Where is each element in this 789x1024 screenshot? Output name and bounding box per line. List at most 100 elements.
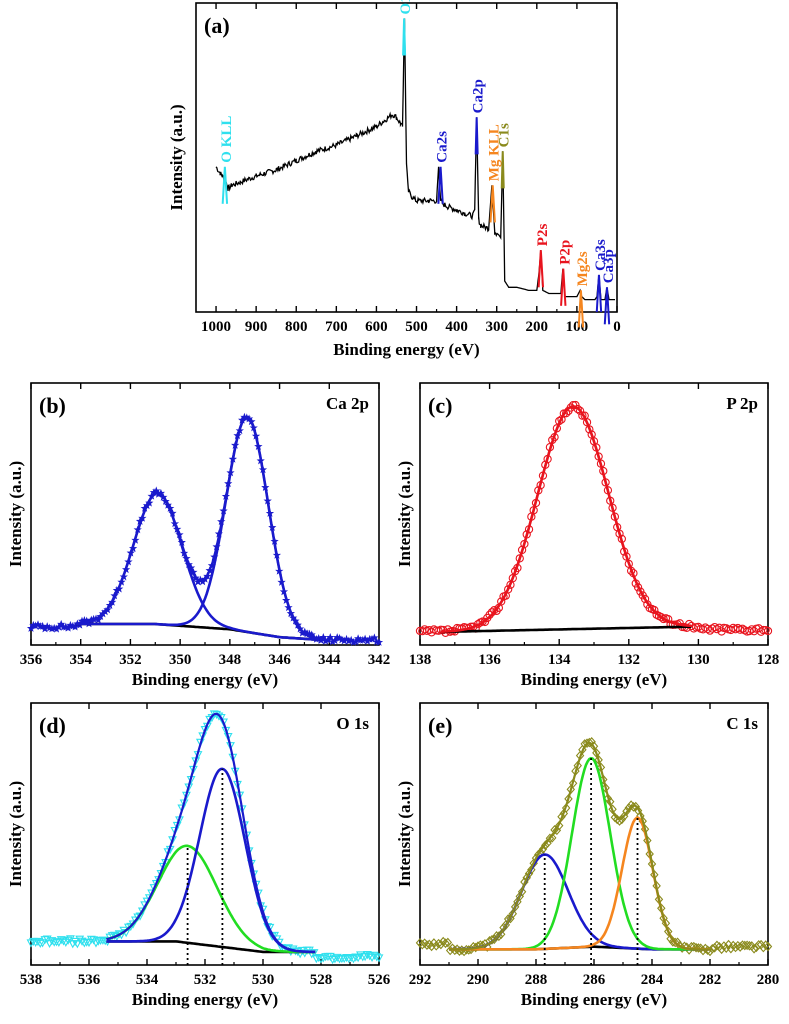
peak-label: P2p	[557, 240, 573, 265]
data-point	[745, 940, 754, 951]
panel-label: (a)	[204, 13, 230, 38]
peak-line-p2p	[560, 268, 567, 306]
data-point	[573, 760, 582, 771]
x-tick-label: 700	[325, 319, 348, 335]
panel-d: 538 536 534 532 530 528 526 Binding energy (eV)…	[6, 702, 391, 1009]
data-point	[592, 748, 601, 758]
x-tick-label: 136	[478, 652, 501, 668]
x-tick-label: 600	[365, 319, 388, 335]
data-point	[314, 953, 324, 963]
x-tick-label: 1000	[201, 319, 231, 335]
peak-line-c1s	[500, 151, 505, 189]
x-axis-label: Binding energy (eV)	[521, 670, 667, 689]
x-tick-label: 344	[318, 652, 341, 668]
fit-envelope	[449, 741, 710, 951]
x-axis-label: Binding energy (eV)	[333, 340, 479, 359]
peak-line-p2s	[537, 250, 545, 288]
data-point	[524, 868, 534, 879]
x-tick-label: 128	[757, 652, 780, 668]
peak-label: Ca2s	[435, 131, 451, 163]
data-point	[326, 633, 335, 641]
component-peak-2	[449, 756, 710, 951]
data-point	[195, 738, 205, 747]
data-point	[527, 864, 536, 875]
data-point	[508, 908, 518, 919]
x-tick-label: 534	[136, 972, 159, 988]
fit-envelope	[440, 405, 692, 633]
panel-label: (b)	[39, 393, 66, 418]
data-point	[756, 939, 766, 950]
x-axis-label: Binding energy (eV)	[132, 990, 278, 1009]
data-point	[517, 886, 527, 897]
x-tick-label: 526	[368, 972, 391, 988]
data-point	[346, 953, 356, 963]
data-point	[56, 619, 66, 628]
x-tick-label: 284	[641, 972, 664, 988]
data-point	[420, 625, 429, 634]
data-point	[710, 942, 719, 953]
panel-c: 138 136 134 132 130 128 Binding energy (eV) Int…	[395, 382, 780, 689]
data-point	[561, 803, 571, 813]
data-point	[712, 940, 722, 951]
x-tick-label: 348	[219, 652, 242, 668]
peak-label: Mg2s	[575, 251, 591, 286]
y-axis-label: Intensity (a.u.)	[6, 461, 25, 567]
x-tick-label: 346	[268, 652, 291, 668]
fit-envelope	[106, 712, 316, 953]
x-tick-label: 532	[194, 972, 217, 988]
plot-data	[415, 737, 773, 965]
panel-a: 1000 900 800 700 600 500 400 300 200 100 0Binding …	[167, 0, 621, 359]
data-point	[28, 937, 38, 947]
plot-frame	[419, 382, 769, 646]
data-point	[538, 844, 548, 854]
x-axis-label: Binding energy (eV)	[521, 990, 667, 1009]
peak-label: Ca2p	[471, 79, 487, 113]
data-point	[759, 942, 768, 953]
x-tick-label: 342	[368, 652, 391, 668]
panel-title: P 2p	[726, 394, 758, 413]
x-tick-label: 282	[699, 972, 722, 988]
data-point	[77, 937, 87, 946]
peak-line-ca2p	[474, 117, 479, 155]
x-tick-label: 536	[78, 972, 101, 988]
x-tick-label: 528	[310, 972, 333, 988]
data-point	[436, 939, 446, 950]
panel-title: O 1s	[336, 714, 369, 733]
data-point	[687, 941, 696, 952]
component-peak-2	[75, 416, 320, 641]
x-tick-label: 0	[613, 319, 621, 335]
data-point	[342, 953, 351, 963]
data-point	[216, 714, 226, 723]
x-tick-label: 354	[69, 652, 92, 668]
panel-title: C 1s	[726, 714, 758, 733]
peak-label: C1s	[497, 123, 513, 147]
peak-line-ca3s	[595, 274, 603, 313]
data-point	[575, 406, 585, 415]
y-axis-label: Intensity (a.u.)	[6, 781, 25, 887]
y-axis-label: Intensity (a.u.)	[167, 104, 186, 210]
data-point	[763, 941, 773, 952]
x-tick-label: 130	[687, 652, 710, 668]
data-point	[761, 940, 770, 950]
data-point	[626, 800, 636, 810]
x-tick-label: 530	[252, 972, 275, 988]
x-tick-label: 800	[285, 319, 308, 335]
fit-envelope	[75, 416, 320, 641]
plot-data	[26, 710, 384, 965]
data-point	[554, 820, 564, 831]
plot-data	[26, 412, 384, 646]
x-tick-label: 132	[618, 652, 641, 668]
x-tick-label: 538	[20, 972, 43, 988]
y-axis-label: Intensity (a.u.)	[395, 781, 414, 887]
plot-frame	[195, 2, 618, 313]
data-point	[79, 939, 89, 948]
data-point	[438, 936, 448, 947]
data-point	[650, 605, 659, 615]
component-peak-3	[449, 816, 710, 951]
data-point	[497, 597, 506, 606]
panel-title: Ca 2p	[326, 394, 369, 413]
panel-label: (c)	[428, 393, 452, 418]
data-point	[726, 943, 736, 954]
